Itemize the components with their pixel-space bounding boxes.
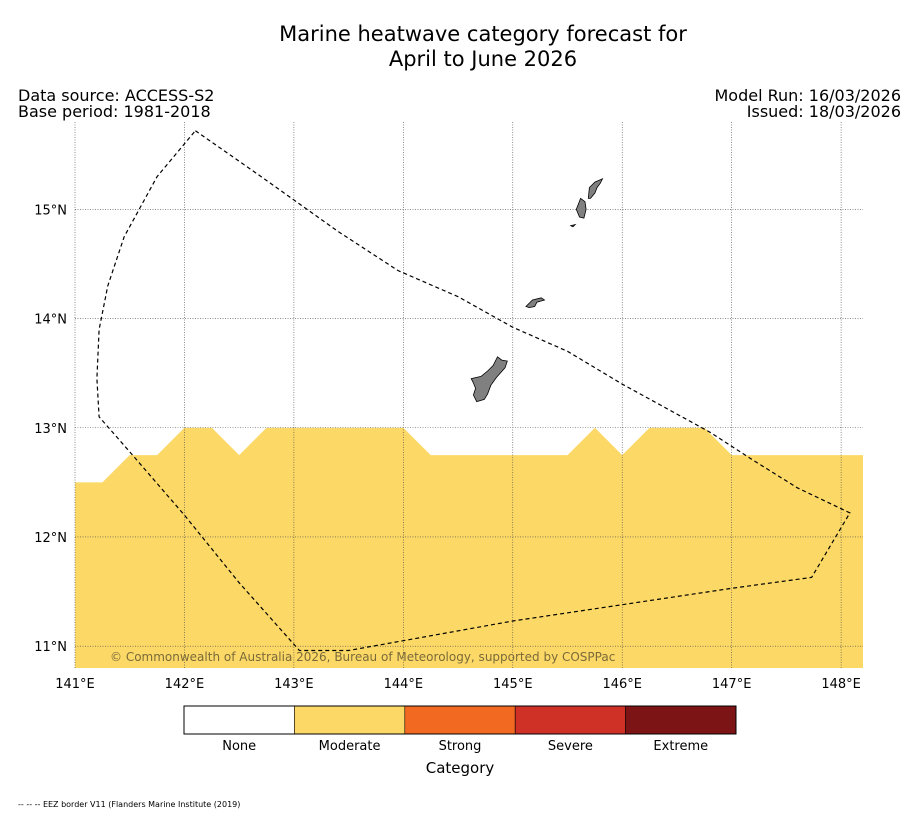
category-legend: None Moderate Strong Severe Extreme: [183, 705, 737, 754]
legend-swatch-none: [183, 705, 295, 735]
island-rota: [525, 297, 546, 309]
legend-title: Category: [426, 759, 495, 777]
lon-label-148: 148°E: [821, 677, 861, 692]
data-source-block: Data source: ACCESS-S2 Base period: 1981…: [18, 88, 214, 120]
lat-label-15: 15°N: [34, 203, 67, 218]
legend-swatch-moderate: [294, 705, 406, 735]
island-tinian: [575, 197, 587, 219]
lat-label-14: 14°N: [34, 313, 67, 328]
base-period-text: Base period: 1981-2018: [18, 102, 211, 121]
data-source-text: Data source: ACCESS-S2: [18, 86, 215, 105]
lon-label-145: 145°E: [493, 677, 533, 692]
legend-label-strong: Strong: [439, 739, 482, 754]
copyright-text: © Commonwealth of Australia 2026, Bureau…: [110, 650, 615, 664]
legend-label-severe: Severe: [548, 739, 593, 754]
lon-label-141: 141°E: [55, 677, 95, 692]
title-line-2: April to June 2026: [388, 47, 578, 71]
eez-footnote: -- -- -- EEZ border V11 (Flanders Marine…: [18, 800, 241, 809]
moderate-heatwave-region: [75, 427, 863, 668]
lon-label-142: 142°E: [165, 677, 205, 692]
latitude-labels: 11°N 12°N 13°N 14°N 15°N: [34, 203, 67, 655]
legend-swatch-strong: [404, 705, 516, 735]
lat-label-13: 13°N: [34, 422, 67, 437]
map-plot-area: © Commonwealth of Australia 2026, Bureau…: [74, 122, 863, 668]
island-aguijan: [569, 223, 577, 228]
title-line-1: Marine heatwave category forecast for: [279, 22, 687, 46]
legend-label-none: None: [222, 739, 256, 754]
lat-label-12: 12°N: [34, 531, 67, 546]
lon-label-144: 144°E: [384, 677, 424, 692]
chart-title: Marine heatwave category forecast for Ap…: [0, 22, 919, 72]
island-guam: [470, 356, 508, 403]
legend-frame: [183, 705, 737, 735]
legend-swatch-severe: [514, 705, 626, 735]
lon-label-147: 147°E: [712, 677, 752, 692]
land-masses: [470, 177, 604, 403]
lon-label-143: 143°E: [274, 677, 314, 692]
lon-label-146: 146°E: [602, 677, 642, 692]
legend-swatch-extreme: [625, 705, 737, 735]
longitude-labels: 141°E 142°E 143°E 144°E 145°E 146°E 147°E 148°E: [55, 677, 861, 692]
lat-label-11: 11°N: [34, 640, 67, 655]
legend-label-extreme: Extreme: [653, 739, 708, 754]
legend-label-moderate: Moderate: [319, 739, 381, 754]
graticule: [74, 122, 863, 668]
model-run-text: Model Run: 16/03/2026: [714, 86, 902, 105]
model-run-block: Model Run: 16/03/2026 Issued: 18/03/2026: [715, 88, 902, 120]
island-saipan: [587, 177, 604, 199]
issued-text: Issued: 18/03/2026: [746, 102, 901, 121]
